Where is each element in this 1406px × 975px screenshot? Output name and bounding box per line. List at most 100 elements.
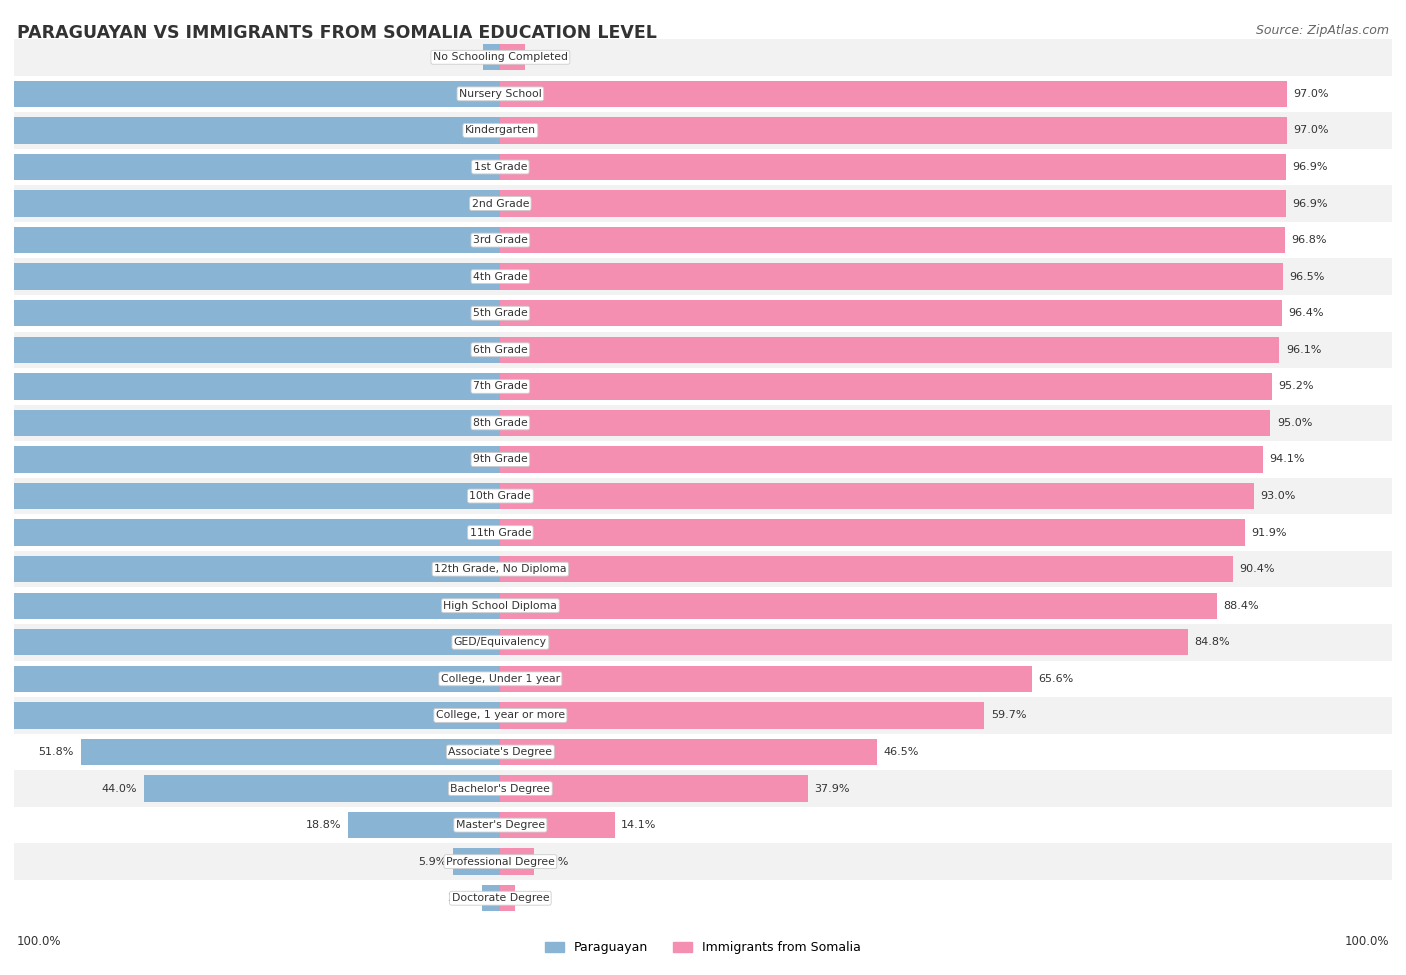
Legend: Paraguayan, Immigrants from Somalia: Paraguayan, Immigrants from Somalia	[546, 941, 860, 955]
Bar	[501, 447, 1263, 473]
Bar	[0, 515, 1406, 551]
Text: 2nd Grade: 2nd Grade	[471, 199, 529, 209]
Bar	[501, 556, 1233, 582]
Text: Master's Degree: Master's Degree	[456, 820, 546, 830]
Bar	[501, 154, 1285, 180]
Bar	[0, 368, 1406, 405]
Bar	[501, 885, 515, 912]
Text: 4th Grade: 4th Grade	[472, 272, 527, 282]
Bar	[0, 373, 501, 400]
Text: 37.9%: 37.9%	[814, 784, 849, 794]
Text: 93.0%: 93.0%	[1261, 491, 1296, 501]
Bar	[0, 294, 1406, 332]
Bar	[501, 520, 1246, 546]
Bar	[0, 227, 501, 254]
Bar	[501, 739, 877, 765]
Text: 8th Grade: 8th Grade	[472, 418, 527, 428]
Bar	[0, 770, 1406, 806]
Bar	[501, 117, 1286, 143]
Text: 65.6%: 65.6%	[1039, 674, 1074, 683]
Bar	[0, 593, 501, 619]
Bar	[0, 300, 501, 327]
Bar	[0, 258, 1406, 294]
Bar	[0, 154, 501, 180]
Text: Nursery School: Nursery School	[458, 89, 541, 98]
Text: 18.8%: 18.8%	[307, 820, 342, 830]
Bar	[501, 629, 1188, 655]
Bar	[0, 879, 1406, 916]
Text: 12th Grade, No Diploma: 12th Grade, No Diploma	[434, 565, 567, 574]
Bar	[0, 806, 1406, 843]
Text: 96.4%: 96.4%	[1288, 308, 1323, 318]
Bar	[501, 300, 1282, 327]
Bar	[0, 478, 1406, 515]
Bar	[0, 76, 1406, 112]
Text: 5th Grade: 5th Grade	[472, 308, 527, 318]
Text: PARAGUAYAN VS IMMIGRANTS FROM SOMALIA EDUCATION LEVEL: PARAGUAYAN VS IMMIGRANTS FROM SOMALIA ED…	[17, 24, 657, 42]
Text: 4.1%: 4.1%	[540, 857, 568, 867]
Text: 84.8%: 84.8%	[1194, 638, 1230, 647]
Bar	[0, 405, 1406, 441]
Text: 1.8%: 1.8%	[522, 893, 550, 903]
Text: 2.3%: 2.3%	[447, 893, 475, 903]
Bar	[501, 702, 984, 728]
Text: Doctorate Degree: Doctorate Degree	[451, 893, 550, 903]
Bar	[501, 593, 1216, 619]
Bar	[0, 697, 1406, 733]
Text: 96.5%: 96.5%	[1289, 272, 1324, 282]
Text: 97.0%: 97.0%	[1294, 89, 1329, 98]
Bar	[501, 483, 1254, 509]
Bar	[0, 117, 501, 143]
Text: 96.9%: 96.9%	[1292, 199, 1327, 209]
Bar	[0, 624, 1406, 661]
Bar	[0, 629, 501, 655]
Text: 7th Grade: 7th Grade	[472, 381, 527, 391]
Text: 3rd Grade: 3rd Grade	[472, 235, 527, 245]
Bar	[501, 336, 1279, 363]
Text: High School Diploma: High School Diploma	[443, 601, 557, 610]
Text: Professional Degree: Professional Degree	[446, 857, 555, 867]
Text: 1st Grade: 1st Grade	[474, 162, 527, 172]
Bar	[501, 812, 614, 838]
Text: 10th Grade: 10th Grade	[470, 491, 531, 501]
Bar	[0, 190, 501, 216]
Bar	[0, 81, 501, 107]
Bar	[0, 843, 1406, 879]
Bar	[0, 666, 501, 692]
Bar	[0, 332, 1406, 368]
Bar	[482, 885, 501, 912]
Text: 100.0%: 100.0%	[17, 935, 62, 948]
Text: Associate's Degree: Associate's Degree	[449, 747, 553, 757]
Bar	[482, 44, 501, 70]
Text: 2.2%: 2.2%	[447, 53, 477, 62]
Bar	[0, 447, 501, 473]
Bar	[0, 39, 1406, 76]
Text: 96.1%: 96.1%	[1285, 345, 1322, 355]
Bar	[501, 263, 1282, 290]
Bar	[0, 441, 1406, 478]
Bar	[0, 185, 1406, 222]
Text: 11th Grade: 11th Grade	[470, 527, 531, 537]
Text: No Schooling Completed: No Schooling Completed	[433, 53, 568, 62]
Bar	[0, 556, 501, 582]
Bar	[0, 336, 501, 363]
Bar	[501, 410, 1271, 436]
Bar	[0, 661, 1406, 697]
Bar	[0, 733, 1406, 770]
Bar	[0, 148, 1406, 185]
Bar	[0, 112, 1406, 148]
Bar	[453, 848, 501, 875]
Text: 96.8%: 96.8%	[1292, 235, 1327, 245]
Text: 90.4%: 90.4%	[1240, 565, 1275, 574]
Bar	[349, 812, 501, 838]
Bar	[0, 520, 501, 546]
Text: 94.1%: 94.1%	[1270, 454, 1305, 464]
Text: 44.0%: 44.0%	[101, 784, 138, 794]
Text: College, 1 year or more: College, 1 year or more	[436, 711, 565, 721]
Bar	[80, 739, 501, 765]
Bar	[0, 587, 1406, 624]
Text: Source: ZipAtlas.com: Source: ZipAtlas.com	[1256, 24, 1389, 37]
Bar	[0, 263, 501, 290]
Bar	[501, 81, 1286, 107]
Text: 96.9%: 96.9%	[1292, 162, 1327, 172]
